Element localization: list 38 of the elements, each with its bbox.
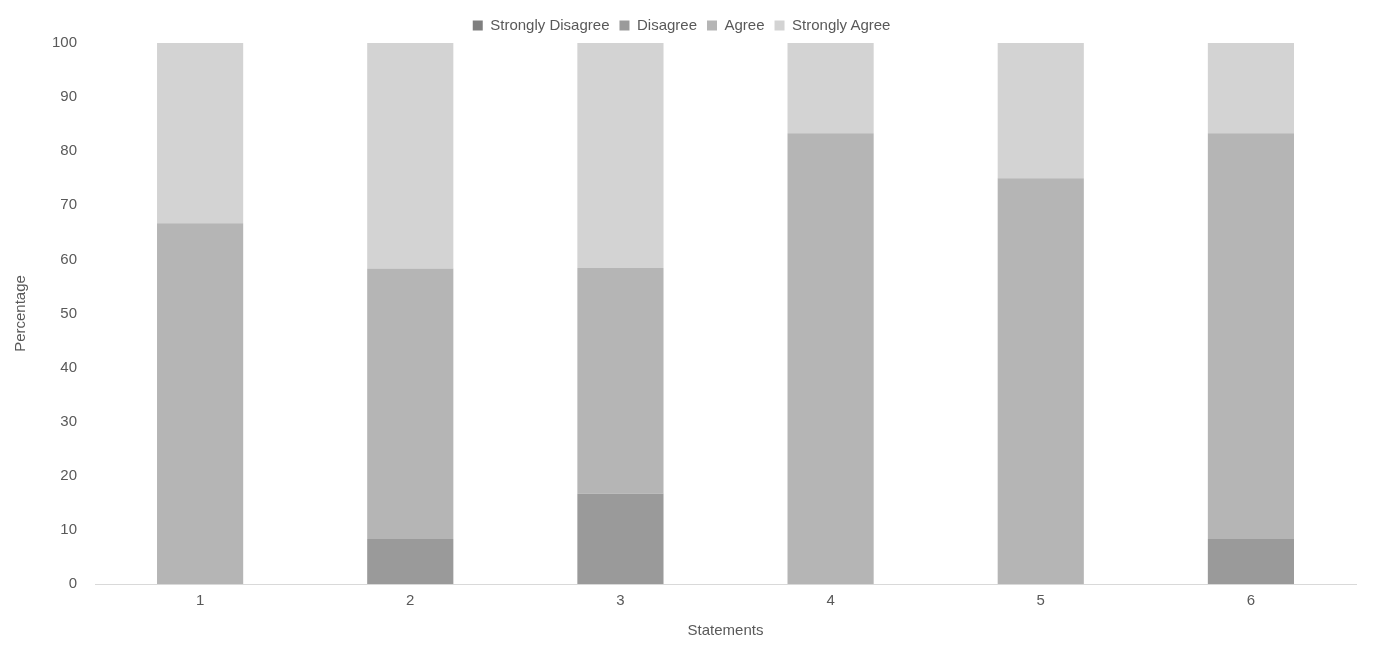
y-axis-title: Percentage [11,275,29,352]
bar [577,43,664,269]
bar [367,43,454,269]
y-tick-label: 80 [60,141,78,159]
y-tick-label: 100 [52,33,78,51]
legend-label: Agree [724,15,765,33]
y-tick-label: 30 [60,411,78,429]
x-tick-label: 4 [826,591,835,609]
bar [577,493,664,584]
x-axis-title: Statements [687,621,764,639]
bar [997,178,1084,584]
y-tick-label: 50 [60,303,78,321]
bar [997,43,1084,179]
bar [787,133,874,584]
y-tick-label: 70 [60,195,78,213]
y-tick-label: 90 [60,87,78,105]
y-tick-label: 60 [60,249,78,267]
y-tick-label: 10 [60,520,78,538]
legend-label: Disagree [636,15,697,33]
bar [787,43,874,134]
x-tick-label: 3 [616,591,625,609]
x-tick-label: 5 [1036,591,1045,609]
y-tick-label: 40 [60,357,78,375]
x-tick-label: 2 [406,591,415,609]
y-tick-label: 20 [60,465,78,483]
x-tick-label: 1 [195,591,205,609]
bar [367,539,454,584]
bar [1207,539,1294,584]
legend-label: Strongly Disagree [490,15,610,33]
bar [157,43,244,224]
bar [367,268,454,540]
bar [157,223,244,584]
x-tick-label: 6 [1246,591,1256,609]
legend-label: Strongly Agree [792,15,891,33]
bar [1207,43,1294,134]
bar [577,268,664,494]
bar [1207,133,1294,540]
y-tick-label: 0 [68,574,78,592]
